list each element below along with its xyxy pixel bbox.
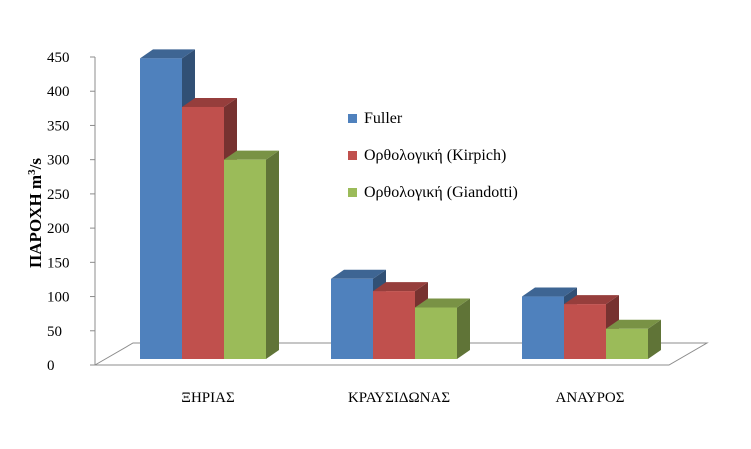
bar-top (331, 269, 386, 279)
y-tick-label: 250 (47, 187, 70, 203)
y-tick-label: 150 (47, 255, 70, 271)
category-label: ΞΗΡΙΑΣ (181, 390, 234, 406)
bar-side (648, 319, 661, 359)
y-tick-label: 50 (47, 324, 62, 340)
bar-front (606, 328, 648, 359)
bar-front (140, 58, 182, 359)
bar-top (373, 282, 428, 292)
y-tick-label: 450 (47, 50, 70, 66)
bar-front (415, 307, 457, 359)
bar-front (522, 296, 564, 359)
y-tick-label: 200 (47, 221, 70, 237)
legend: Fuller Ορθολογική (Kirpich) Ορθολογική (Gi… (348, 110, 518, 201)
bar-front (331, 278, 373, 359)
bar-top (224, 150, 279, 160)
bar-front (182, 106, 224, 359)
y-axis-title: ΠΑΡΟΧΗ m3/s (26, 158, 45, 268)
bar-top (182, 97, 237, 107)
y-tick-label: 100 (47, 290, 70, 306)
bar-front (373, 291, 415, 359)
bar-1-2 (415, 298, 470, 359)
y-tick-label: 350 (47, 118, 70, 134)
y-tick-label: 300 (47, 153, 70, 169)
legend-label: Fuller (364, 110, 403, 127)
legend-swatch (348, 114, 357, 123)
legend-label: Ορθολογική (Kirpich) (364, 147, 506, 164)
bar-1-1 (373, 282, 428, 359)
category-labels: ΞΗΡΙΑΣ ΚΡΑΥΣΙΔΩΝΑΣ ΑΝΑΥΡΟΣ (181, 390, 624, 406)
category-label: ΑΝΑΥΡΟΣ (556, 390, 625, 406)
bar-0-2 (224, 150, 279, 359)
bars (140, 49, 661, 359)
bar-top (606, 319, 661, 329)
legend-swatch (348, 188, 357, 197)
y-tick-label: 400 (47, 84, 70, 100)
bar-top (415, 298, 470, 308)
category-label: ΚΡΑΥΣΙΔΩΝΑΣ (348, 390, 450, 406)
legend-swatch (348, 151, 357, 160)
bar-front (564, 304, 606, 359)
y-axis-title-tail: /s (26, 158, 45, 171)
y-axis-title-main: ΠΑΡΟΧΗ m (26, 175, 45, 268)
bar-top (522, 287, 577, 297)
bar-side (266, 150, 279, 359)
bar-2-1 (564, 295, 619, 359)
y-tick-label: 0 (47, 358, 55, 374)
bar-top (140, 49, 195, 59)
y-axis: 0 50 100 150 200 250 300 350 400 450 (47, 50, 96, 374)
legend-label: Ορθολογική (Giandotti) (364, 184, 518, 201)
bar-front (224, 159, 266, 359)
y-axis-title-sup: 3 (26, 169, 38, 175)
bar-side (457, 298, 470, 359)
bar-2-2 (606, 319, 661, 359)
bar-top (564, 295, 619, 305)
